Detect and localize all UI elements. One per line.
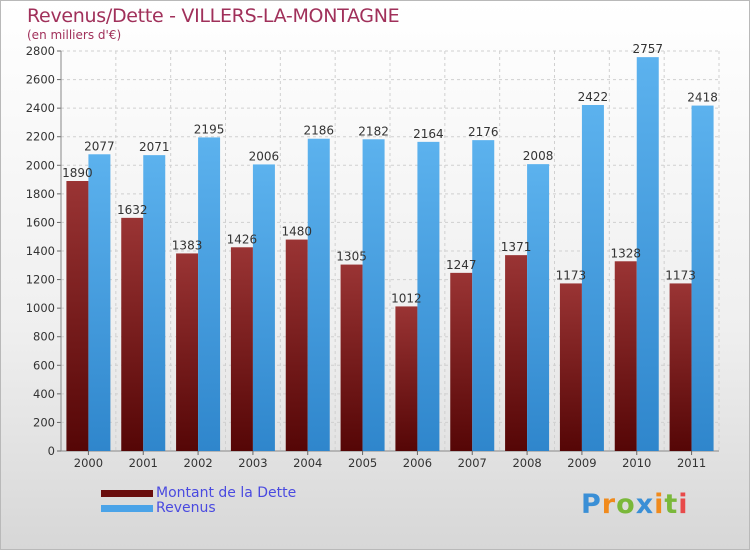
data-label-revenue: 2176 (468, 125, 499, 139)
y-tick-label: 1800 (26, 187, 55, 201)
data-label-debt: 1173 (665, 268, 696, 282)
bar-revenue (527, 164, 550, 451)
x-tick-label: 2004 (293, 456, 322, 470)
logo-letter: i (678, 489, 689, 520)
bar-debt (614, 261, 637, 451)
data-label-revenue: 2164 (413, 127, 444, 141)
bar-debt (505, 255, 528, 451)
y-tick-label: 1200 (26, 273, 55, 287)
bar-debt (669, 283, 692, 451)
bar-debt (230, 247, 253, 451)
data-label-debt: 1012 (391, 291, 422, 305)
bar-debt (395, 306, 418, 451)
data-label-revenue: 2077 (84, 139, 115, 153)
data-label-revenue: 2422 (578, 90, 609, 104)
y-tick-label: 2600 (26, 73, 55, 87)
y-tick-label: 2200 (26, 130, 55, 144)
y-tick-label: 1600 (26, 215, 55, 229)
bar-revenue (472, 140, 495, 451)
data-label-debt: 1632 (117, 203, 148, 217)
x-tick-label: 2007 (458, 456, 487, 470)
data-label-revenue: 2186 (303, 124, 334, 138)
bar-revenue (252, 164, 275, 451)
proxiti-logo: Proxiti (581, 489, 689, 520)
bar-debt (66, 181, 89, 451)
logo-letter: i (654, 489, 665, 520)
data-label-revenue: 2071 (139, 140, 170, 154)
data-label-debt: 1328 (610, 246, 641, 260)
bar-debt (559, 283, 582, 451)
logo-letter: P (581, 489, 602, 520)
bar-revenue (581, 105, 604, 451)
data-label-debt: 1426 (227, 232, 258, 246)
bar-debt (340, 264, 363, 451)
x-tick-label: 2008 (512, 456, 541, 470)
logo-letter: r (601, 489, 617, 520)
bar-revenue (143, 155, 166, 451)
x-tick-label: 2010 (622, 456, 651, 470)
data-label-debt: 1173 (556, 268, 587, 282)
bar-layer (66, 57, 714, 452)
legend-swatch-debt (101, 490, 153, 497)
data-label-revenue: 2195 (194, 122, 225, 136)
data-label-debt: 1247 (446, 258, 477, 272)
y-tick-label: 1000 (26, 301, 55, 315)
data-label-debt: 1890 (62, 166, 93, 180)
y-tick-label: 200 (33, 415, 55, 429)
bar-debt (450, 272, 473, 451)
logo-letter: x (635, 489, 655, 520)
x-tick-label: 2002 (183, 456, 212, 470)
x-tick-label: 2001 (129, 456, 158, 470)
data-label-debt: 1305 (336, 250, 367, 264)
data-label-debt: 1480 (281, 225, 312, 239)
y-tick-label: 400 (33, 387, 55, 401)
bar-revenue (307, 138, 330, 451)
data-label-revenue: 2418 (687, 91, 718, 105)
label-layer: 1890 2077 2000 1632 2071 2001 1383 2195 2002 1426… (62, 42, 718, 470)
y-tick-label: 2400 (26, 101, 55, 115)
x-tick-label: 2006 (403, 456, 432, 470)
grid-layer: 0 200 400 600 800 1000 1200 1400 1600 1800 2000 220… (26, 44, 720, 458)
data-label-revenue: 2757 (632, 42, 663, 56)
x-tick-label: 2000 (74, 456, 103, 470)
legend-label-revenue: Revenus (156, 500, 216, 516)
bar-debt (176, 253, 199, 451)
bar-revenue (88, 154, 111, 452)
data-label-debt: 1383 (172, 238, 203, 252)
data-label-debt: 1371 (501, 240, 532, 254)
bar-revenue (691, 105, 714, 452)
data-label-revenue: 2006 (249, 149, 280, 163)
x-tick-label: 2003 (238, 456, 267, 470)
y-tick-label: 0 (48, 444, 55, 458)
chart-title: Revenus/Dette - VILLERS-LA-MONTAGNE (27, 5, 400, 27)
bar-debt (285, 239, 308, 451)
x-tick-label: 2009 (567, 456, 596, 470)
y-tick-label: 800 (33, 330, 55, 344)
bar-revenue (417, 141, 440, 451)
y-tick-label: 2800 (26, 44, 55, 58)
x-tick-label: 2005 (348, 456, 377, 470)
logo-letter: t (664, 489, 679, 520)
logo-letter: o (616, 489, 636, 520)
y-tick-label: 2000 (26, 158, 55, 172)
bar-revenue (636, 57, 659, 452)
bar-debt (121, 217, 144, 451)
y-tick-label: 600 (33, 358, 55, 372)
legend-swatch-revenue (101, 505, 153, 512)
data-label-revenue: 2008 (523, 149, 554, 163)
y-tick-label: 1400 (26, 244, 55, 258)
chart-subtitle: (en milliers d'€) (27, 28, 122, 42)
x-tick-label: 2011 (677, 456, 706, 470)
bar-revenue (198, 137, 221, 451)
legend-label-debt: Montant de la Dette (156, 485, 297, 501)
data-label-revenue: 2182 (358, 124, 389, 138)
bar-revenue (362, 139, 385, 452)
